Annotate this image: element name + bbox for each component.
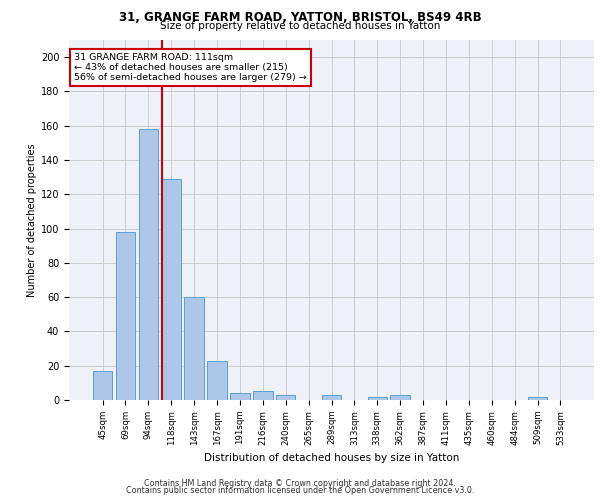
X-axis label: Distribution of detached houses by size in Yatton: Distribution of detached houses by size … xyxy=(204,453,459,463)
Bar xyxy=(139,129,158,400)
Bar xyxy=(322,395,341,400)
Bar xyxy=(93,371,112,400)
Text: Size of property relative to detached houses in Yatton: Size of property relative to detached ho… xyxy=(160,21,440,31)
Text: Contains HM Land Registry data © Crown copyright and database right 2024.: Contains HM Land Registry data © Crown c… xyxy=(144,478,456,488)
Bar xyxy=(230,393,250,400)
Bar xyxy=(184,297,204,400)
Bar xyxy=(161,179,181,400)
Text: 31 GRANGE FARM ROAD: 111sqm
← 43% of detached houses are smaller (215)
56% of se: 31 GRANGE FARM ROAD: 111sqm ← 43% of det… xyxy=(74,52,307,82)
Y-axis label: Number of detached properties: Number of detached properties xyxy=(26,143,37,297)
Text: Contains public sector information licensed under the Open Government Licence v3: Contains public sector information licen… xyxy=(126,486,474,495)
Bar xyxy=(368,396,387,400)
Bar xyxy=(391,395,410,400)
Bar xyxy=(253,392,272,400)
Bar xyxy=(116,232,135,400)
Text: 31, GRANGE FARM ROAD, YATTON, BRISTOL, BS49 4RB: 31, GRANGE FARM ROAD, YATTON, BRISTOL, B… xyxy=(119,11,481,24)
Bar xyxy=(528,396,547,400)
Bar xyxy=(276,395,295,400)
Bar xyxy=(208,360,227,400)
